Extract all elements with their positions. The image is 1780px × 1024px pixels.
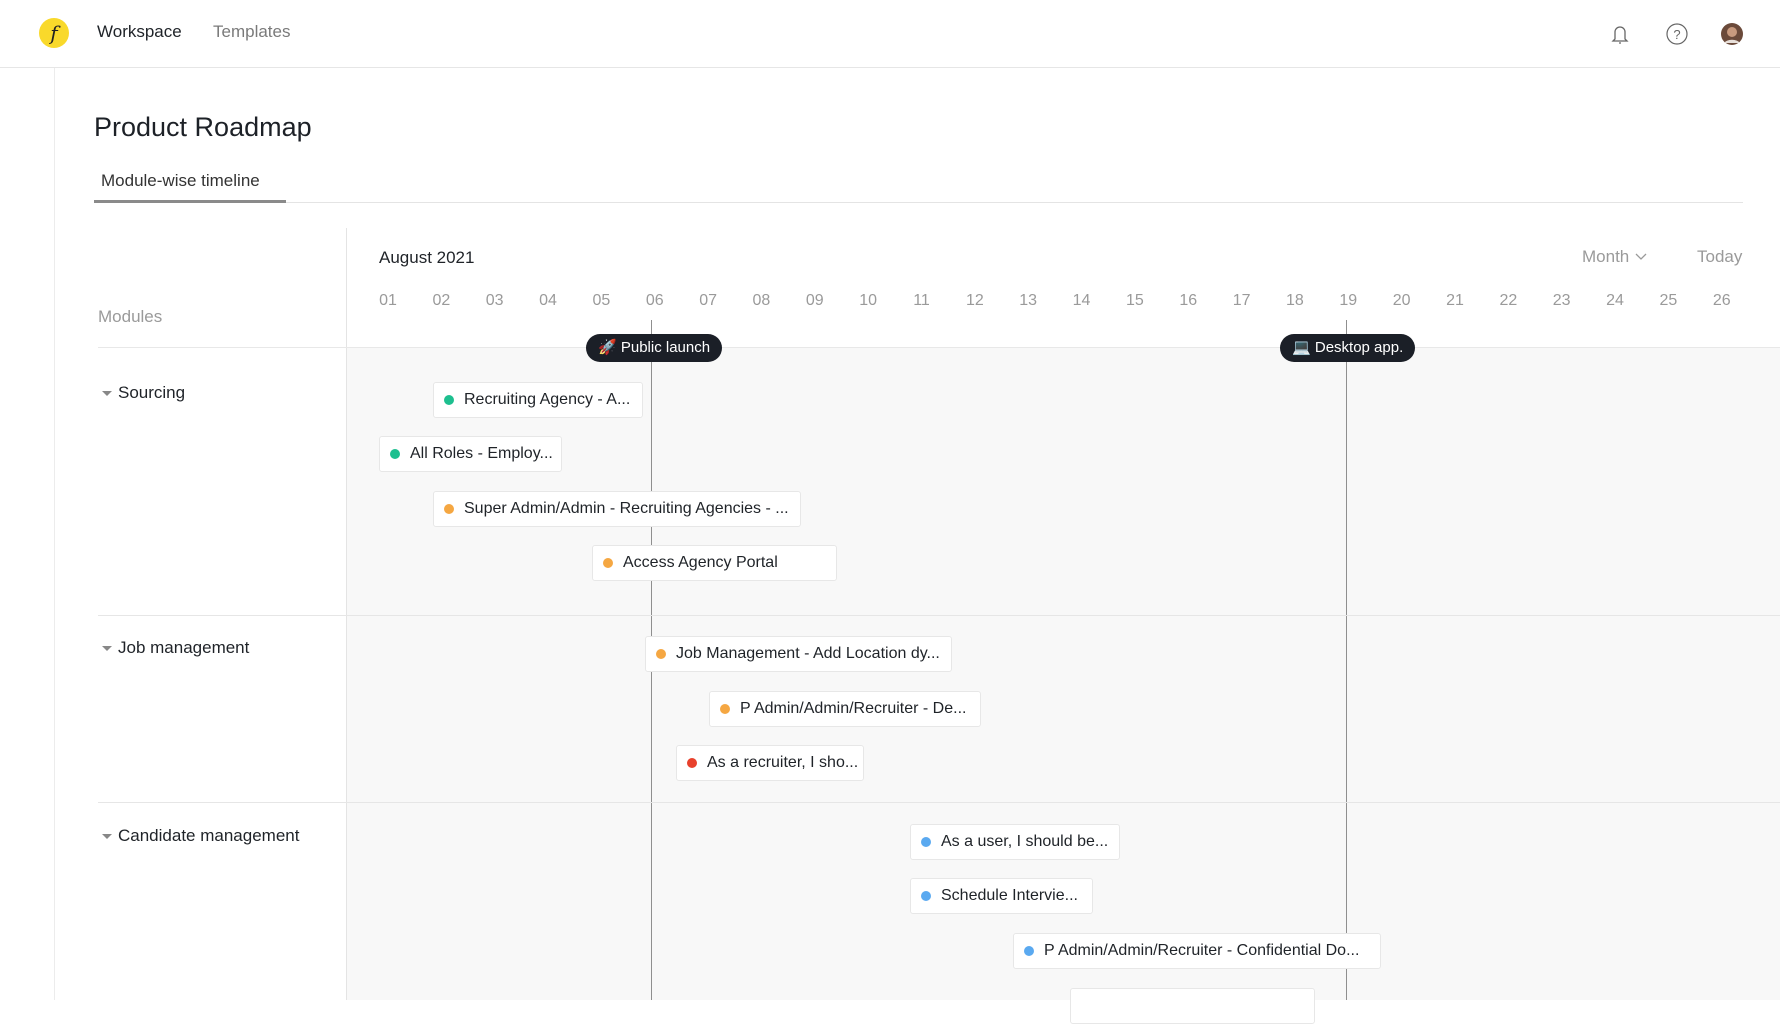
status-dot — [390, 449, 400, 459]
status-dot — [444, 504, 454, 514]
section-sourcing[interactable]: Sourcing — [102, 383, 185, 403]
day-label: 12 — [965, 292, 984, 309]
day-label: 25 — [1659, 292, 1678, 309]
milestone-public-launch[interactable]: 🚀 Public launch — [586, 334, 723, 362]
modules-header: Modules — [98, 307, 163, 326]
svg-text:?: ? — [1673, 27, 1680, 42]
avatar[interactable] — [1720, 22, 1744, 46]
status-dot — [921, 837, 931, 847]
section-candidate-management[interactable]: Candidate management — [102, 826, 299, 846]
status-dot — [687, 758, 697, 768]
laptop-icon: 💻 — [1292, 339, 1311, 356]
day-label: 08 — [752, 292, 771, 309]
roadmap-item[interactable]: Access Agency Portal — [592, 545, 837, 581]
day-label: 21 — [1446, 292, 1464, 309]
day-label: 13 — [1019, 292, 1038, 309]
roadmap-item[interactable]: Job Management - Add Location dy... — [645, 636, 952, 672]
roadmap-item[interactable]: Super Admin/Admin - Recruiting Agencies … — [433, 491, 801, 527]
status-dot — [603, 558, 613, 568]
status-dot — [656, 649, 666, 659]
day-label: 17 — [1232, 292, 1251, 309]
day-label: 05 — [592, 292, 611, 309]
chevron-down-icon — [1635, 253, 1647, 260]
section-divider — [98, 802, 1780, 803]
modules-column-divider — [346, 228, 347, 1000]
day-label: 09 — [805, 292, 824, 309]
today-button[interactable]: Today — [1697, 247, 1743, 266]
caret-down-icon — [102, 834, 112, 840]
day-label: 23 — [1552, 292, 1571, 309]
view-select[interactable]: Month — [1582, 247, 1648, 267]
day-label: 01 — [379, 292, 397, 309]
sidebar-divider — [54, 68, 55, 1000]
day-label: 16 — [1179, 292, 1198, 309]
roadmap-item[interactable]: As a recruiter, I sho... — [676, 745, 864, 781]
day-label: 06 — [645, 292, 664, 309]
logo[interactable]: f — [39, 18, 69, 48]
day-label: 15 — [1125, 292, 1144, 309]
timeline-header-divider — [98, 347, 1780, 348]
roadmap-item-partial[interactable] — [1070, 988, 1315, 1024]
roadmap-item[interactable]: Schedule Intervie... — [910, 878, 1093, 914]
day-label: 03 — [485, 292, 504, 309]
day-label: 07 — [699, 292, 717, 309]
view-select-value: Month — [1582, 247, 1630, 266]
day-label: 14 — [1072, 292, 1091, 309]
day-label: 10 — [859, 292, 878, 309]
page-title: Product Roadmap — [94, 112, 312, 142]
help-icon[interactable]: ? — [1665, 22, 1689, 46]
day-label: 22 — [1499, 292, 1518, 309]
day-label: 04 — [539, 292, 557, 309]
day-label: 11 — [913, 292, 930, 309]
roadmap-item[interactable]: P Admin/Admin/Recruiter - De... — [709, 691, 981, 727]
top-header: f Workspace Templates ? — [0, 0, 1780, 68]
roadmap-item[interactable]: All Roles - Employ... — [379, 436, 562, 472]
nav-templates[interactable]: Templates — [213, 22, 291, 41]
day-label: 26 — [1712, 292, 1731, 309]
active-tab-indicator — [94, 200, 286, 203]
status-dot — [444, 395, 454, 405]
roadmap-item[interactable]: As a user, I should be... — [910, 824, 1120, 860]
day-label: 19 — [1339, 292, 1358, 309]
status-dot — [1024, 946, 1034, 956]
nav-workspace[interactable]: Workspace — [97, 22, 182, 41]
roadmap-item[interactable]: Recruiting Agency - A... — [433, 382, 643, 418]
section-job-management[interactable]: Job management — [102, 638, 249, 658]
status-dot — [720, 704, 730, 714]
day-label: 02 — [432, 292, 451, 309]
status-dot — [921, 891, 931, 901]
bell-icon[interactable] — [1608, 22, 1632, 46]
caret-down-icon — [102, 391, 112, 397]
milestone-desktop-app[interactable]: 💻 Desktop app. — [1280, 334, 1416, 362]
day-label: 20 — [1392, 292, 1411, 309]
tab-divider — [94, 202, 1743, 203]
tab-module-wise-timeline[interactable]: Module-wise timeline — [101, 171, 260, 190]
current-month: August 2021 — [379, 248, 475, 267]
rocket-icon: 🚀 — [598, 339, 617, 356]
day-label: 24 — [1606, 292, 1624, 309]
roadmap-item[interactable]: P Admin/Admin/Recruiter - Confidential D… — [1013, 933, 1381, 969]
caret-down-icon — [102, 646, 112, 652]
day-label: 18 — [1286, 292, 1304, 309]
milestone-line-desktop-app — [1346, 320, 1347, 1000]
section-divider — [98, 615, 1780, 616]
